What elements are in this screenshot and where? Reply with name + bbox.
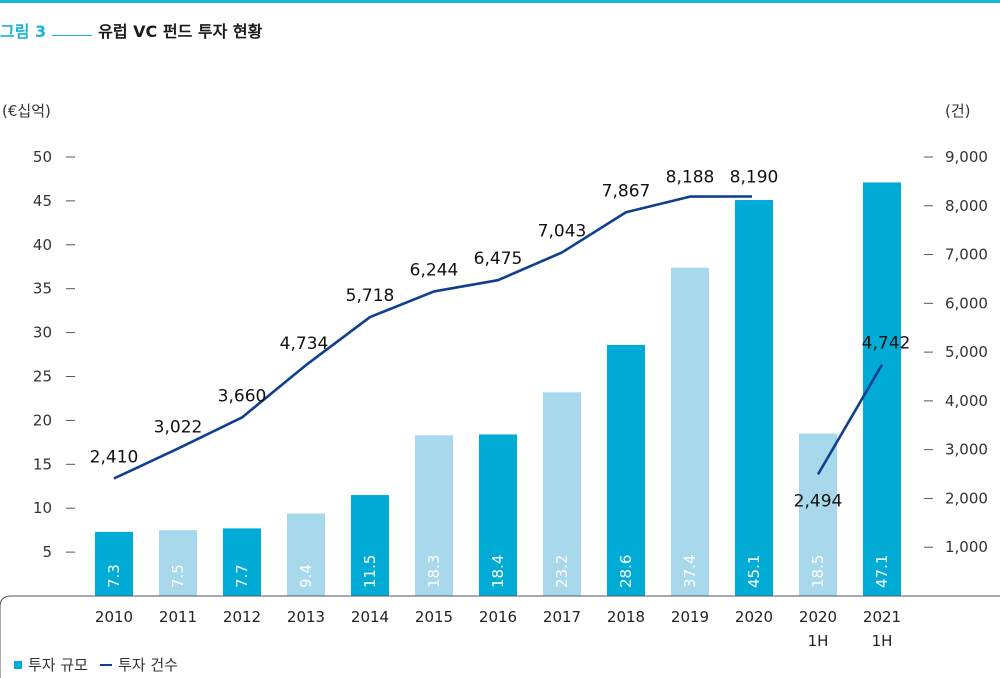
bar [863, 182, 901, 596]
line-value-label: 8,190 [730, 168, 779, 188]
line-value-label: 6,475 [474, 249, 523, 269]
bar [799, 433, 837, 596]
x-tick-label: 2018 [607, 608, 645, 626]
bar-value-label: 47.1 [873, 555, 891, 588]
y-right-tick-label: 6,000 [945, 294, 988, 312]
line-value-label: 7,867 [602, 181, 651, 201]
y-left-tick-label: 50 [33, 148, 52, 166]
bar-value-label: 18.4 [489, 555, 507, 588]
line-value-label: 6,244 [410, 260, 459, 280]
bar [735, 200, 773, 596]
y-right-tick-label: 4,000 [945, 392, 988, 410]
legend-swatch-line [99, 663, 112, 666]
bar-value-label: 9.4 [297, 564, 315, 588]
y-left-tick-label: 15 [33, 455, 52, 473]
bottom-frame [0, 595, 1000, 678]
y-right-tick-label: 2,000 [945, 489, 988, 507]
bar [159, 530, 197, 596]
legend-label-line: 투자 건수 [117, 656, 178, 674]
bar [479, 434, 517, 596]
bar-value-label: 23.2 [553, 555, 571, 588]
bar-value-label: 7.7 [233, 564, 251, 588]
line-value-label: 2,410 [90, 447, 139, 467]
bar-value-label: 28.6 [617, 555, 635, 588]
y-right-tick-label: 8,000 [945, 197, 988, 215]
bar [543, 392, 581, 596]
top-rule [0, 0, 1000, 3]
x-tick-label: 2017 [543, 608, 581, 626]
line-value-label: 4,742 [862, 334, 911, 354]
line-value-label: 4,734 [280, 334, 329, 354]
bar [671, 267, 709, 596]
line-value-label: 8,188 [666, 168, 715, 188]
x-tick-label: 2021 1H [863, 608, 901, 650]
x-tick-label: 2011 [159, 608, 197, 626]
x-tick-label: 2015 [415, 608, 453, 626]
bar [607, 344, 645, 596]
x-tick-label: 2013 [287, 608, 325, 626]
figure-dash [52, 34, 93, 36]
line-value-label: 5,718 [346, 286, 395, 306]
y-left-tick-label: 5 [42, 543, 52, 561]
legend-item-bars: 투자 규모 [14, 654, 88, 675]
legend-swatch-bars [14, 660, 22, 669]
bar-value-label: 11.5 [361, 555, 379, 588]
axes-layer: 5 10 15 20 25 30 35 40 45 50 1,000 2,000 3,000 4,000 5… [33, 148, 988, 561]
bar-value-label: 45.1 [745, 555, 763, 588]
y-right-tick-label: 1,000 [945, 538, 988, 556]
bar-value-label: 18.5 [809, 555, 827, 588]
legend-label-bars: 투자 규모 [28, 656, 88, 674]
figure-title: 유럽 VC 펀드 투자 현황 [98, 22, 263, 41]
y-right-unit-label: (건) [945, 102, 971, 120]
legend-item-line: 투자 건수 [99, 654, 178, 675]
bar-value-label: 37.4 [681, 555, 699, 588]
y-left-tick-label: 20 [33, 411, 52, 429]
y-left-tick-label: 30 [33, 324, 52, 342]
line-value-label: 3,660 [218, 386, 267, 406]
x-tick-label: 2014 [351, 608, 389, 626]
bar-value-label: 7.3 [105, 564, 123, 588]
y-right-tick-label: 7,000 [945, 246, 988, 264]
x-tick-label: 2019 [671, 608, 709, 626]
x-axis-layer: 2010 2011 2012 2013 2014 2015 2016 2017 2018 2019… [95, 608, 901, 650]
figure-label: 그림 3 [0, 22, 47, 41]
y-left-unit-label: (€십억) [2, 102, 51, 120]
line-layer: 2,410 3,022 3,660 4,734 5,718 6,244 6,475 7,043… [90, 168, 911, 512]
y-left-tick-label: 45 [33, 192, 52, 210]
bar [287, 513, 325, 596]
bar-value-label: 7.5 [169, 564, 187, 588]
x-tick-label: 2020 [735, 608, 773, 626]
count-line [816, 364, 884, 476]
y-right-tick-label: 9,000 [945, 148, 988, 166]
bars-layer: 7.3 7.5 7.7 9.4 11.5 18.3 18.4 23.2 28.6 37.4 45.1… [95, 182, 901, 596]
line-value-label: 3,022 [154, 418, 203, 438]
line-value-label: 7,043 [538, 221, 587, 241]
legend: 투자 규모 투자 건수 [14, 654, 190, 675]
x-tick-label: 2010 [95, 608, 133, 626]
y-right-tick-label: 3,000 [945, 441, 988, 459]
bar [223, 528, 261, 596]
y-left-tick-label: 40 [33, 236, 52, 254]
x-tick-label: 2020 1H [799, 608, 837, 650]
x-tick-label: 2012 [223, 608, 261, 626]
bar [415, 435, 453, 596]
x-tick-label: 2016 [479, 608, 517, 626]
y-left-tick-label: 10 [33, 499, 52, 517]
count-line [113, 195, 753, 480]
bar [95, 531, 133, 596]
bar [351, 495, 389, 596]
y-left-tick-label: 25 [33, 368, 52, 386]
y-right-tick-label: 5,000 [945, 343, 988, 361]
y-left-tick-label: 35 [33, 280, 52, 298]
line-value-label: 2,494 [794, 491, 843, 511]
figure-header: 그림 3 유럽 VC 펀드 투자 현황 [0, 18, 262, 42]
bar-value-label: 18.3 [425, 555, 443, 588]
